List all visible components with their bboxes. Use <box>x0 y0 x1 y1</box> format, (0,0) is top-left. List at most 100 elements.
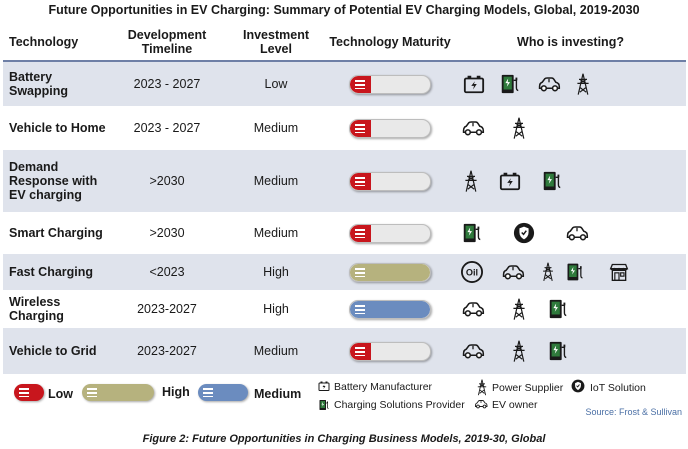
legend-charging-solutions-provider: Charging Solutions Provider <box>334 399 465 411</box>
timeline-cell: 2023 - 2027 <box>133 77 201 91</box>
page-title: Future Opportunities in EV Charging: Sum… <box>48 3 640 17</box>
investment-cell: Low <box>264 77 288 91</box>
investment-cell: Medium <box>253 344 299 358</box>
charging-station-icon <box>565 262 585 287</box>
investors-cell <box>455 328 686 374</box>
charging-station-icon <box>547 340 569 367</box>
investors-cell <box>455 62 686 106</box>
maturity-cell <box>325 223 455 243</box>
legend-iot-solution: IoT Solution <box>590 382 646 394</box>
legend-power-supplier: Power Supplier <box>492 382 564 394</box>
maturity-bar-low <box>349 223 431 243</box>
battery-icon <box>499 170 521 197</box>
charging-station-icon <box>461 222 483 249</box>
legend: Low High Medium Battery Manufacturer Cha… <box>0 378 688 418</box>
car-icon <box>501 260 525 289</box>
technology-cell: Smart Charging <box>9 226 103 240</box>
technology-cell: Wireless Charging <box>9 295 64 323</box>
investors-cell <box>455 213 686 253</box>
investors-cell <box>455 291 686 327</box>
technology-cell: Vehicle to Home <box>9 121 106 135</box>
investors-cell <box>455 150 686 212</box>
maturity-bar-high <box>349 262 431 282</box>
svg-text:Oil: Oil <box>466 268 478 278</box>
investment-cell: Medium <box>253 226 299 240</box>
power-tower-icon <box>575 73 591 100</box>
timeline-cell: 2023-2027 <box>137 344 197 358</box>
legend-low-bar <box>14 384 44 401</box>
maturity-bar-medium <box>349 299 431 319</box>
table-row: Battery Swapping 2023 - 2027 Low <box>3 62 686 107</box>
investment-cell: High <box>263 265 289 279</box>
figure-caption: Figure 2: Future Opportunities in Chargi… <box>142 433 546 445</box>
timeline-cell: >2030 <box>149 226 185 240</box>
maturity-bar-low <box>349 341 431 361</box>
oil-drop-icon: Oil <box>461 261 483 288</box>
maturity-cell <box>325 299 455 319</box>
charging-station-icon <box>541 170 563 197</box>
legend-battery-manufacturer: Battery Manufacturer <box>334 381 433 393</box>
car-icon <box>461 116 485 145</box>
car-icon <box>461 339 485 368</box>
table-row: Vehicle to Home 2023 - 2027 Medium <box>3 107 686 150</box>
investment-cell: Medium <box>253 174 299 188</box>
technology-cell: Demand Response with EV charging <box>9 160 98 202</box>
table-row: Vehicle to Grid 2023-2027 Medium <box>3 328 686 375</box>
header-timeline: Development Timeline <box>127 28 207 56</box>
header-who: Who is investing? <box>517 35 624 49</box>
legend-high-bar <box>82 384 154 401</box>
maturity-cell <box>325 341 455 361</box>
car-icon <box>537 72 561 101</box>
maturity-bar-low <box>349 171 431 191</box>
timeline-cell: >2030 <box>149 174 185 188</box>
technology-cell: Fast Charging <box>9 265 94 279</box>
legend-ev-owner: EV owner <box>492 399 538 411</box>
power-tower-icon <box>476 379 488 401</box>
technology-cell: Vehicle to Grid <box>9 344 97 358</box>
legend-high-label: High <box>162 385 190 399</box>
table-row: Demand Response with EV charging >2030 Med… <box>3 150 686 213</box>
car-icon <box>565 221 589 250</box>
store-icon <box>609 262 629 287</box>
header-investment: Investment Level <box>243 28 309 56</box>
charging-station-icon <box>318 398 330 416</box>
table-header: Technology Development Timeline Investme… <box>3 24 686 62</box>
maturity-cell <box>325 118 455 138</box>
source-note: Source: Frost & Sullivan <box>585 407 682 417</box>
shield-icon <box>571 379 585 398</box>
legend-low-label: Low <box>48 387 73 401</box>
power-tower-icon <box>511 340 527 367</box>
maturity-bar-low <box>349 74 431 94</box>
power-tower-icon <box>541 262 555 287</box>
power-tower-icon <box>511 117 527 144</box>
maturity-cell <box>325 74 455 94</box>
table-row: Smart Charging >2030 Medium <box>3 213 686 254</box>
car-icon <box>474 397 488 416</box>
timeline-cell: 2023 - 2027 <box>133 121 201 135</box>
investment-cell: Medium <box>253 121 299 135</box>
legend-medium-bar <box>198 384 248 401</box>
car-icon <box>461 297 485 326</box>
legend-medium-label: Medium <box>254 387 302 401</box>
table-row: Wireless Charging 2023-2027 High <box>3 291 686 328</box>
table-body: Battery Swapping 2023 - 2027 Low Vehicle to… <box>3 62 686 375</box>
charging-station-icon <box>499 73 521 100</box>
opportunities-table: Technology Development Timeline Investme… <box>3 24 686 375</box>
investors-cell <box>455 107 686 149</box>
header-maturity: Technology Maturity <box>329 35 451 49</box>
battery-icon <box>463 73 485 100</box>
power-tower-icon <box>511 298 527 325</box>
table-row: Fast Charging <2023 High Oil <box>3 254 686 291</box>
power-tower-icon <box>463 170 479 197</box>
investment-cell: High <box>263 302 289 316</box>
technology-cell: Battery Swapping <box>9 70 69 98</box>
investors-cell: Oil <box>455 254 686 290</box>
maturity-cell <box>325 262 455 282</box>
maturity-cell <box>325 171 455 191</box>
shield-icon <box>513 222 535 249</box>
maturity-bar-low <box>349 118 431 138</box>
timeline-cell: <2023 <box>149 265 185 279</box>
charging-station-icon <box>547 298 569 325</box>
header-technology: Technology <box>9 35 79 49</box>
battery-icon <box>318 379 330 397</box>
